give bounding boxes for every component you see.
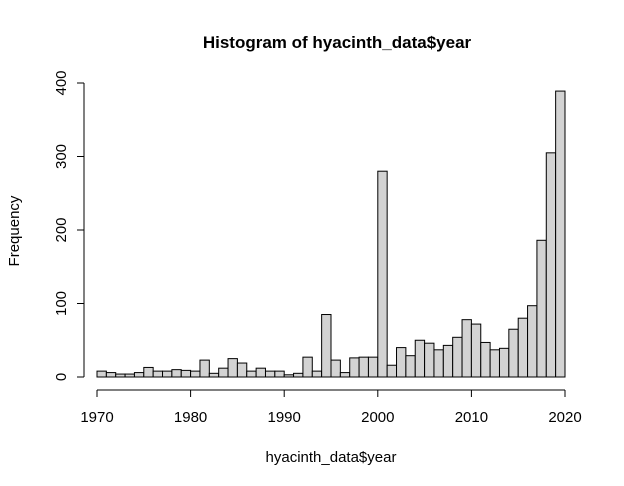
histogram-bar — [143, 366, 154, 378]
histogram-bar — [115, 373, 126, 378]
histogram-bar — [227, 358, 238, 378]
histogram-bar — [246, 370, 257, 378]
x-tick-label: 1980 — [174, 409, 207, 426]
histogram-bar — [321, 314, 332, 378]
y-tick-label: 300 — [53, 144, 70, 169]
histogram-bar — [302, 356, 313, 378]
histogram-bar — [433, 349, 444, 378]
histogram-bar — [498, 347, 510, 378]
histogram-bar — [330, 359, 341, 378]
x-tick-label: 2010 — [455, 409, 488, 426]
histogram-bar — [349, 357, 360, 378]
histogram-bar — [218, 367, 229, 378]
y-axis: 0 100 200 300 400 — [53, 70, 85, 381]
histogram-bar — [293, 372, 304, 378]
histogram-bar — [452, 336, 463, 378]
bars-group — [96, 90, 566, 378]
histogram-bar — [424, 342, 435, 378]
histogram-bar — [386, 364, 398, 378]
y-tick-label: 400 — [53, 70, 70, 95]
histogram-bar — [517, 317, 529, 378]
histogram-bar — [105, 372, 117, 378]
y-axis-label: Frequency — [6, 195, 23, 266]
histogram-bar — [133, 372, 145, 378]
y-tick-label: 200 — [53, 217, 70, 242]
x-axis-label: hyacinth_data$year — [266, 449, 397, 466]
histogram-bar — [536, 239, 547, 378]
histogram-bar — [414, 339, 426, 378]
histogram-bar — [545, 152, 557, 378]
histogram-bar — [339, 372, 351, 378]
histogram-bar — [480, 341, 491, 378]
histogram-bar — [96, 370, 107, 378]
histogram-bar — [274, 370, 285, 378]
x-tick-label: 1990 — [268, 409, 301, 426]
y-tick-label: 0 — [53, 373, 70, 381]
histogram-bar — [489, 349, 500, 378]
histogram-bar — [470, 323, 482, 378]
histogram-bar — [264, 370, 276, 378]
histogram-bar — [377, 170, 388, 378]
histogram-bar — [527, 305, 538, 378]
histogram-bar — [236, 362, 248, 378]
x-tick-label: 2000 — [361, 409, 394, 426]
histogram-bar — [199, 359, 210, 378]
histogram-bar — [555, 90, 566, 378]
y-tick-label: 100 — [53, 291, 70, 316]
histogram-bar — [180, 369, 192, 378]
histogram-bar — [367, 356, 379, 378]
histogram-bar — [152, 370, 164, 378]
x-tick-label: 1970 — [80, 409, 113, 426]
x-tick-label: 2020 — [548, 409, 581, 426]
histogram-bar — [171, 369, 182, 378]
histogram-bar — [508, 328, 519, 378]
histogram-bar — [358, 356, 369, 378]
histogram-bar — [396, 347, 407, 378]
histogram-bar — [124, 373, 135, 378]
histogram-bar — [162, 370, 173, 378]
histogram-bar — [283, 374, 295, 378]
chart-title: Histogram of hyacinth_data$year — [203, 33, 472, 52]
histogram-bar — [405, 355, 416, 378]
histogram-bar — [442, 344, 454, 378]
histogram-bar — [461, 319, 472, 378]
histogram-bar — [190, 370, 201, 378]
histogram-bar — [311, 370, 323, 378]
histogram-bar — [255, 367, 266, 378]
x-axis: 1970 1980 1990 2000 2010 2020 — [80, 389, 582, 426]
histogram-bar — [208, 372, 220, 378]
